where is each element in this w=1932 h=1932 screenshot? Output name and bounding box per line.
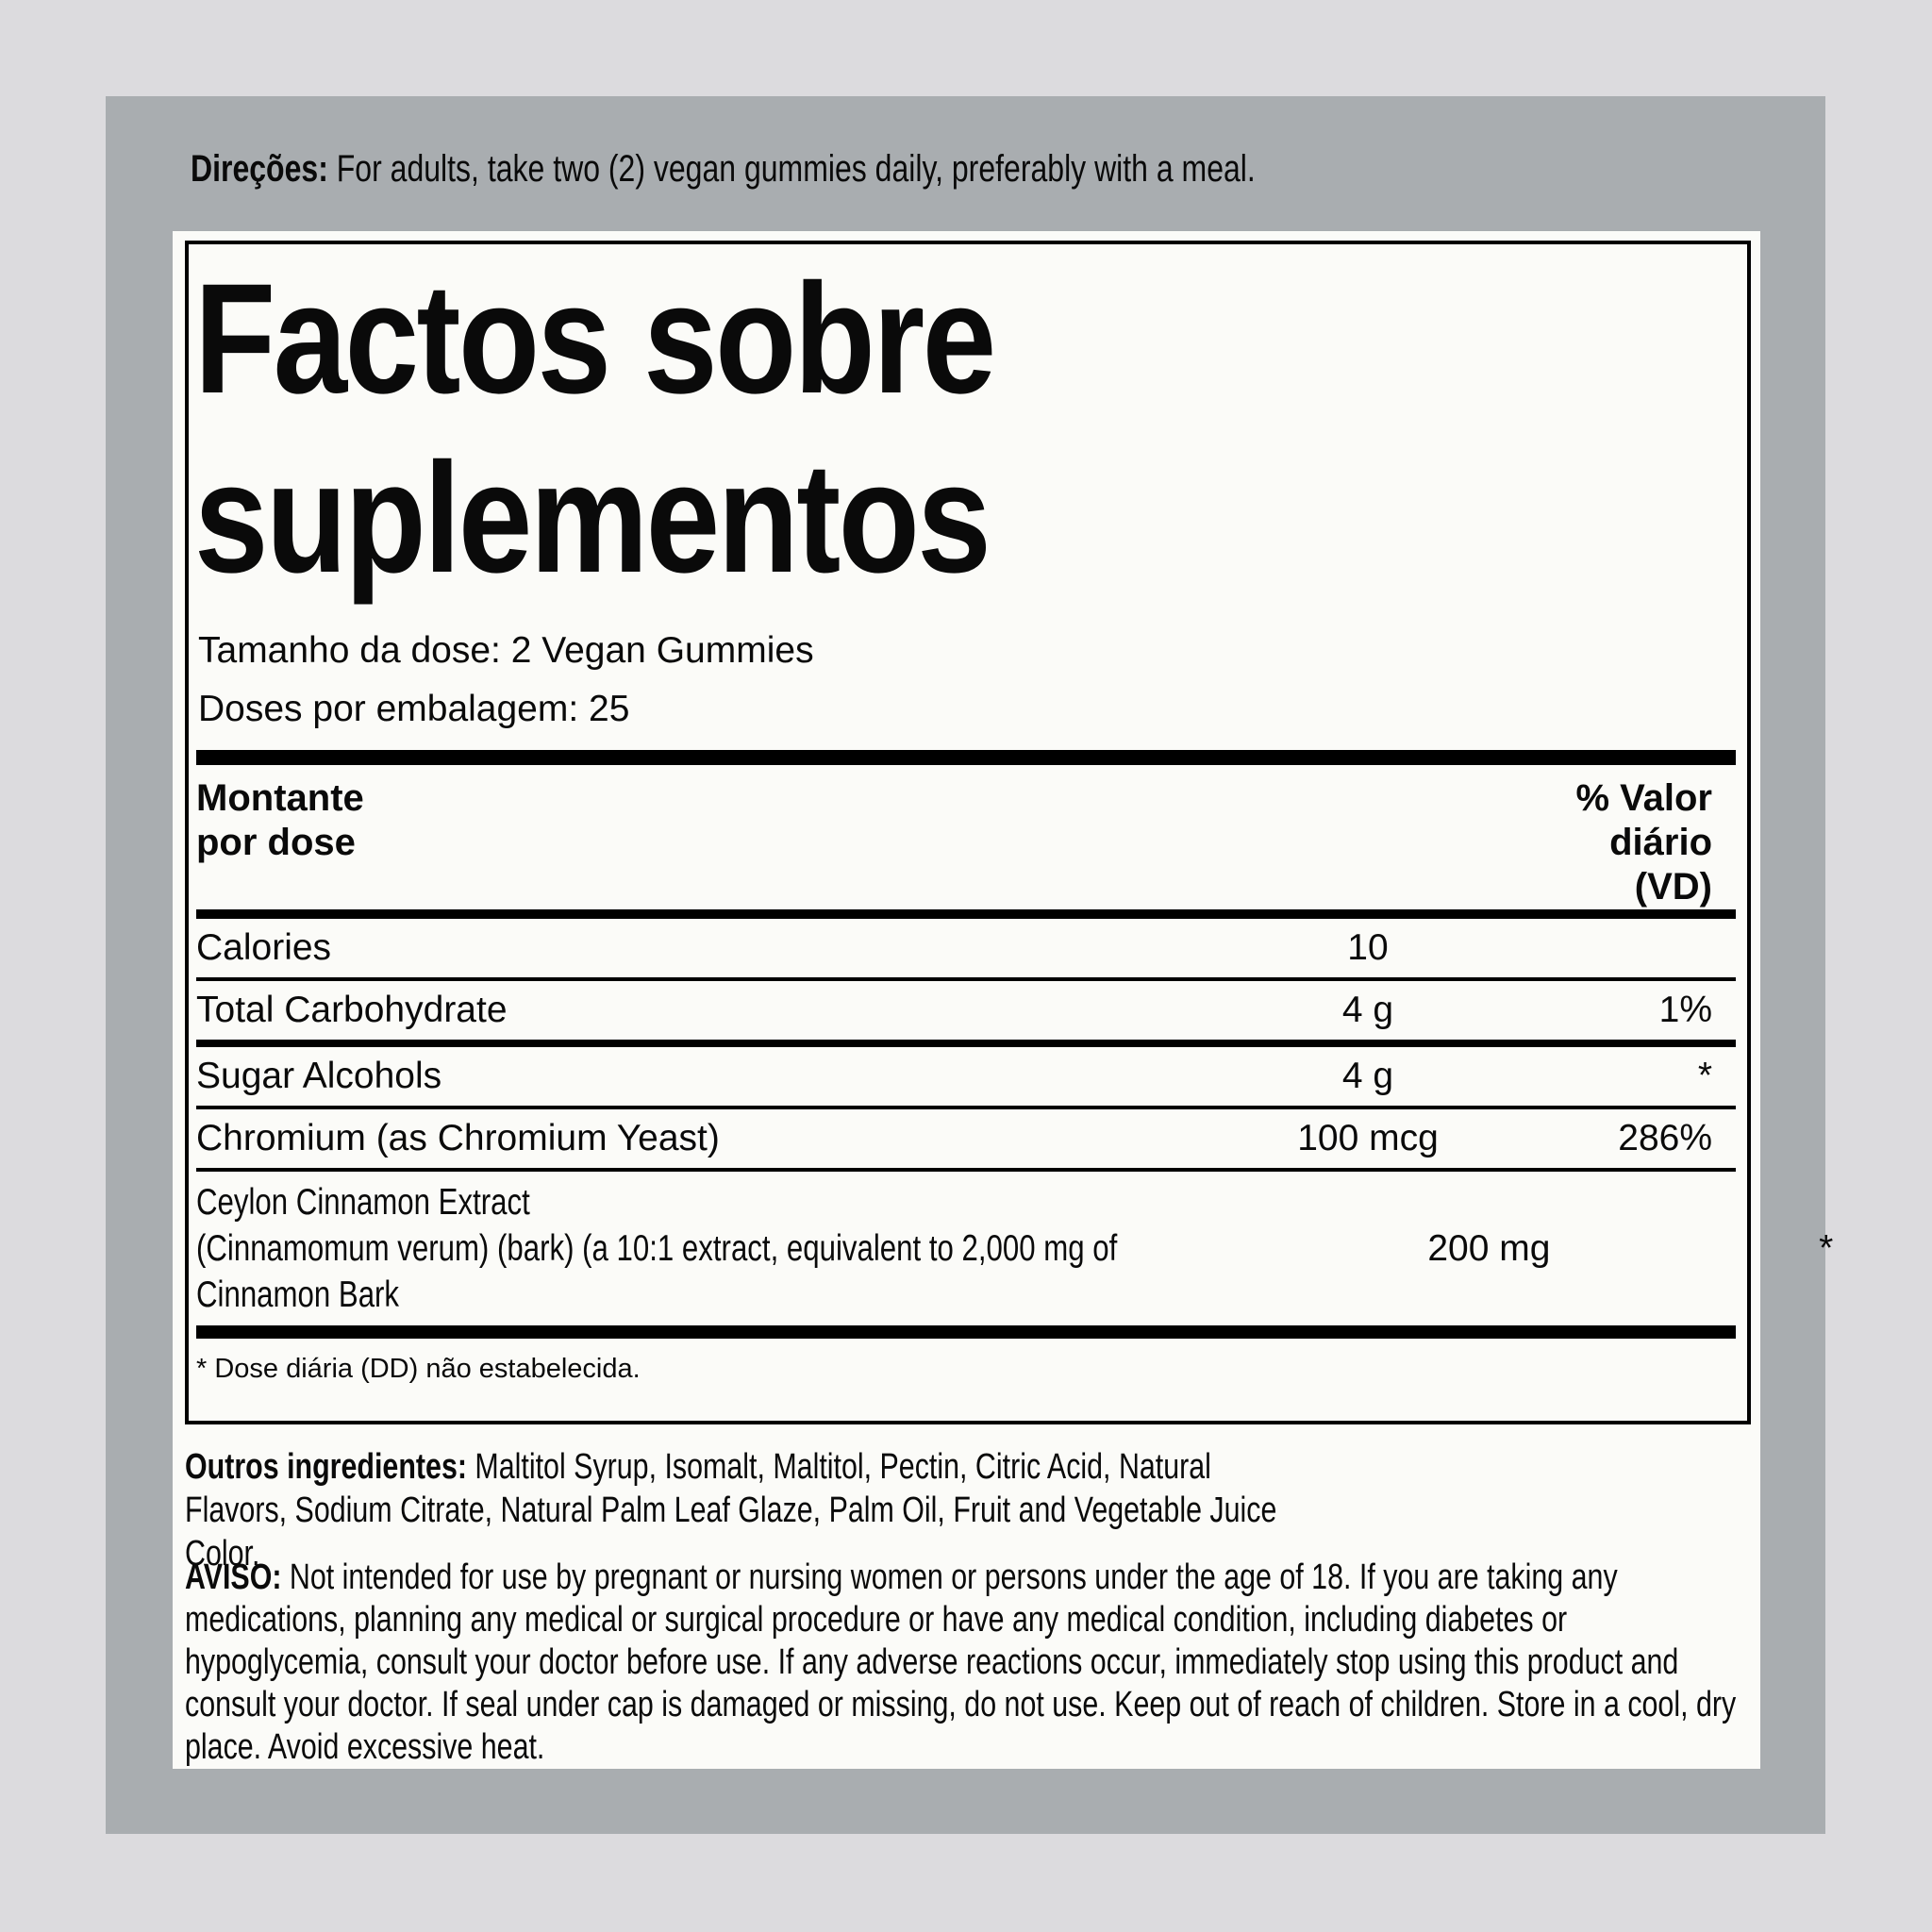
table-row-sugar-alcohols: Sugar Alcohols 4 g *: [189, 1047, 1747, 1106]
amount-header-line1: Montante: [196, 777, 364, 819]
table-row-total-carbohydrate: Total Carbohydrate 4 g 1%: [189, 981, 1747, 1040]
nutrient-dv: 286%: [1618, 1118, 1712, 1158]
nutrient-name: Total Carbohydrate: [196, 990, 508, 1030]
nutrient-dv: *: [1819, 1227, 1834, 1269]
supplement-label: Factos sobre suplementos Tamanho da dose…: [173, 231, 1833, 1769]
nutrient-amount: 4 g: [1341, 1056, 1394, 1096]
divider-thin: [196, 1168, 1736, 1172]
nutrient-name: Chromium (as Chromium Yeast): [196, 1118, 720, 1158]
other-ingredients-label: Outros ingredientes:: [185, 1447, 467, 1487]
nutrient-name-line1: Ceylon Cinnamon Extract: [196, 1182, 530, 1223]
table-row-calories: Calories 10: [189, 919, 1747, 977]
directions-text: For adults, take two (2) vegan gummies d…: [336, 148, 1256, 190]
dv-header-line1: % Valor: [1575, 777, 1712, 819]
nutrient-amount: 100 mcg: [1297, 1118, 1439, 1158]
divider-heavy-top: [196, 750, 1736, 765]
nutrient-dv: *: [1697, 1056, 1712, 1096]
nutrient-amount: 10: [1347, 927, 1389, 968]
label-panel: Direções: For adults, take two (2) vegan…: [106, 96, 1833, 1834]
nutrient-name-line2: (Cinnamomum verum) (bark) (a 10:1 extrac…: [196, 1228, 1118, 1269]
table-row-ceylon-cinnamon: Ceylon Cinnamon Extract (Cinnamomum veru…: [189, 1172, 1833, 1325]
nutrient-name-line3: Cinnamon Bark: [196, 1274, 400, 1315]
supplement-facts-box: Factos sobre suplementos Tamanho da dose…: [185, 241, 1833, 1424]
serving-size: Tamanho da dose: 2 Vegan Gummies: [198, 630, 814, 671]
divider-medium: [196, 1040, 1736, 1047]
other-ingredients-text: Maltitol Syrup, Isomalt, Maltitol, Pecti…: [185, 1447, 1277, 1574]
servings-per-container: Doses por embalagem: 25: [198, 689, 630, 729]
divider-thin: [196, 1106, 1736, 1109]
amount-header-line2: por dose: [196, 822, 356, 863]
dv-footnote: * Dose diária (DD) não estabelecida.: [196, 1354, 641, 1384]
directions-label: Direções:: [191, 148, 328, 190]
directions-line: Direções: For adults, take two (2) vegan…: [191, 145, 1821, 192]
amount-column-header: Montante por dose: [196, 776, 364, 865]
facts-title-line2: suplementos: [194, 431, 991, 606]
nutrient-name: Ceylon Cinnamon Extract (Cinnamomum veru…: [196, 1179, 1347, 1318]
table-row-chromium: Chromium (as Chromium Yeast) 100 mcg 286…: [189, 1109, 1747, 1168]
table-header: Montante por dose % Valor diário (VD): [189, 765, 1747, 909]
warning-label: AVISO:: [185, 1557, 282, 1597]
nutrient-name: Calories: [196, 927, 332, 968]
dv-header-line3: (VD): [1634, 866, 1712, 908]
warning-paragraph: AVISO: Not intended for use by pregnant …: [185, 1557, 1743, 1769]
dv-header-line2: diário: [1609, 822, 1712, 863]
divider-thin: [196, 977, 1736, 981]
divider-header-bottom: [196, 909, 1736, 919]
nutrient-amount: 4 g: [1341, 990, 1394, 1030]
facts-title-line1: Factos sobre: [194, 252, 996, 426]
nutrient-amount: 200 mg: [1427, 1227, 1551, 1269]
nutrient-name: Sugar Alcohols: [196, 1056, 442, 1096]
dv-column-header: % Valor diário (VD): [1575, 776, 1712, 909]
other-ingredients: Outros ingredientes: Maltitol Syrup, Iso…: [185, 1445, 1298, 1575]
warning-text: Not intended for use by pregnant or nurs…: [185, 1557, 1737, 1767]
facts-title: Factos sobre suplementos: [194, 250, 1514, 608]
nutrient-dv: 1%: [1658, 990, 1712, 1030]
divider-heavy-bottom: [196, 1325, 1736, 1339]
